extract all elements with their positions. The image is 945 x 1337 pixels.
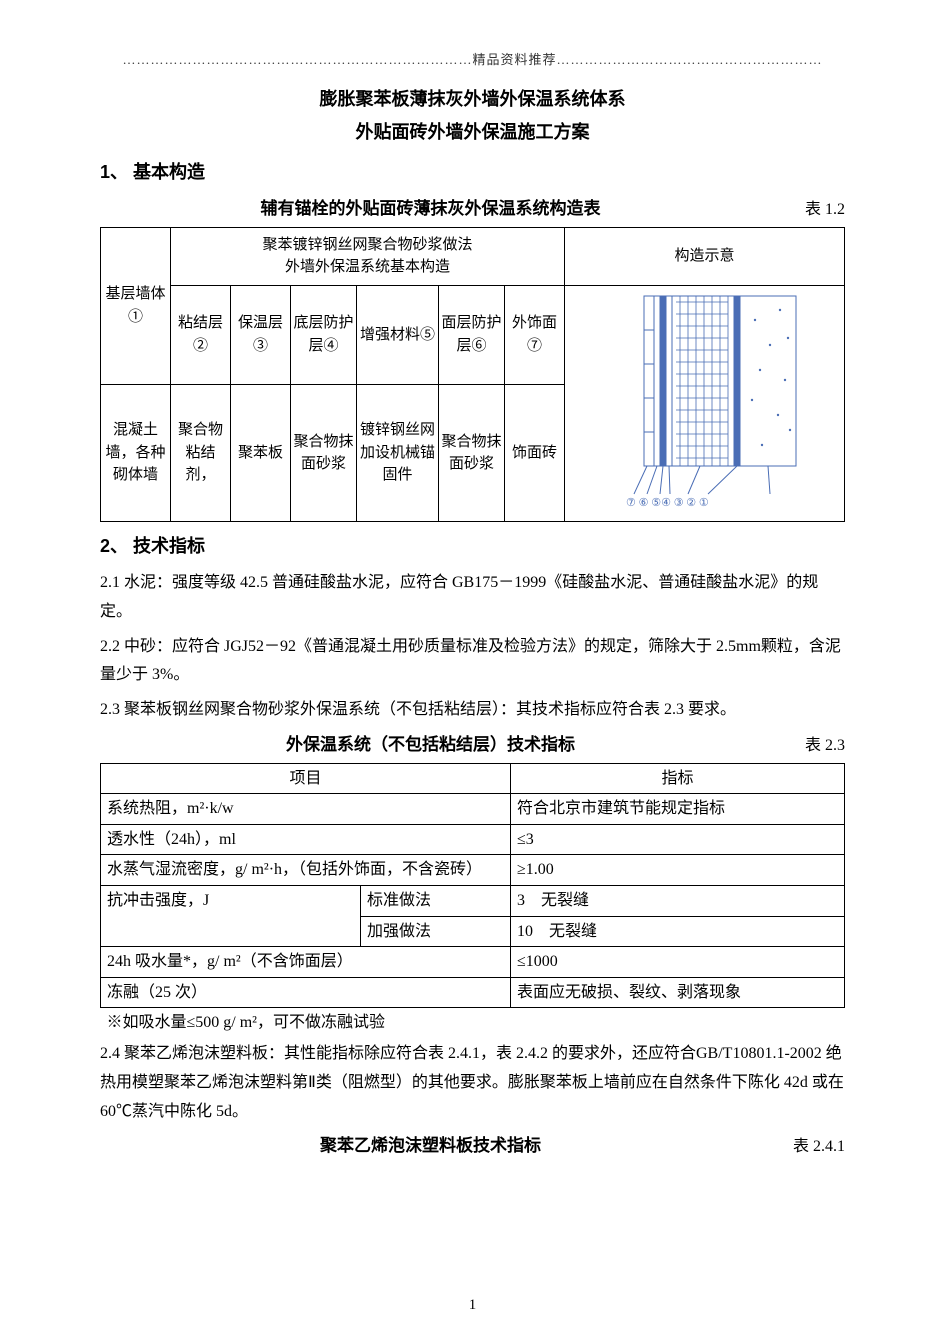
t2-row3-item: 抗冲击强度，J (101, 886, 361, 947)
t2-row3-val: 3 无裂缝 (511, 886, 845, 917)
spec-table: 项目 指标 系统热阻，m²·k/w 符合北京市建筑节能规定指标 透水性（24h）… (100, 763, 845, 1038)
structure-table: 基层墙体① 聚苯镀锌钢丝网聚合物砂浆做法 外墙外保温系统基本构造 构造示意 粘结… (100, 227, 845, 523)
t2-row6-val: 表面应无破损、裂纹、剥落现象 (511, 977, 845, 1008)
table1-caption: 辅有锚栓的外贴面砖薄抹灰外保温系统构造表 (100, 195, 761, 222)
t2-row4-sub: 加强做法 (361, 916, 511, 947)
para-2-2: 2.2 中砂：应符合 JGJ52－92《普通混凝土用砂质量标准及检验方法》的规定… (100, 633, 845, 691)
table1-number: 表 1.2 (761, 197, 845, 223)
t2-row5-item: 24h 吸水量*，g/ m²（不含饰面层） (101, 947, 511, 978)
structure-diagram: ⑦ ⑥ ⑤④ ③ ② ① (610, 290, 800, 510)
para-2-1: 2.1 水泥：强度等级 42.5 普通硅酸盐水泥，应符合 GB175－1999《… (100, 569, 845, 627)
t1-h-ins: 保温层③ (231, 285, 291, 384)
t2-row1-item: 透水性（24h），ml (101, 824, 511, 855)
t2-row1-val: ≤3 (511, 824, 845, 855)
t1-r-face-prot: 聚合物抹面砂浆 (439, 384, 505, 521)
title-sub: 外贴面砖外墙外保温施工方案 (100, 118, 845, 147)
t1-r-reinf: 镀锌钢丝网加设机械锚固件 (357, 384, 439, 521)
para-2-3: 2.3 聚苯板钢丝网聚合物砂浆外保温系统（不包括粘结层）：其技术指标应符合表 2… (100, 696, 845, 725)
t2-row6-item: 冻融（25 次） (101, 977, 511, 1008)
section2-heading: 2、 技术指标 (100, 532, 845, 561)
t1-r-bond: 聚合物粘结剂， (171, 384, 231, 521)
t1-hdr-base: 基层墙体① (101, 227, 171, 384)
table3-caption: 聚苯乙烯泡沫塑料板技术指标 (100, 1132, 761, 1159)
section1-heading: 1、 基本构造 (100, 158, 845, 187)
title-main: 膨胀聚苯板薄抹灰外墙外保温系统体系 (100, 85, 845, 114)
banner: …………………………………………………………………精品资料推荐………………………… (100, 50, 845, 71)
t2-row5-val: ≤1000 (511, 947, 845, 978)
t2-h-item: 项目 (101, 763, 511, 794)
page-number: 1 (0, 1293, 945, 1317)
t1-diagram-cell: ⑦ ⑥ ⑤④ ③ ② ① (565, 285, 845, 522)
t2-h-value: 指标 (511, 763, 845, 794)
t1-h-bond: 粘结层② (171, 285, 231, 384)
table2-number: 表 2.3 (761, 733, 845, 759)
t2-note: ※如吸水量≤500 g/ m²，可不做冻融试验 (101, 1008, 845, 1038)
t1-hdr-diagram: 构造示意 (565, 227, 845, 285)
t1-h-reinf: 增强材料⑤ (357, 285, 439, 384)
diagram-labels: ⑦ ⑥ ⑤④ ③ ② ① (626, 497, 709, 509)
t2-row0-item: 系统热阻，m²·k/w (101, 794, 511, 825)
t1-h-base-prot: 底层防护层④ (291, 285, 357, 384)
t2-row2-val: ≥1.00 (511, 855, 845, 886)
table3-number: 表 2.4.1 (761, 1134, 845, 1160)
table2-caption: 外保温系统（不包括粘结层）技术指标 (100, 731, 761, 758)
t2-row0-val: 符合北京市建筑节能规定指标 (511, 794, 845, 825)
t1-hdr-system-l2: 外墙外保温系统基本构造 (285, 259, 450, 275)
t1-hdr-system: 聚苯镀锌钢丝网聚合物砂浆做法 外墙外保温系统基本构造 (171, 227, 565, 285)
t1-r-base-prot: 聚合物抹面砂浆 (291, 384, 357, 521)
t1-r-finish: 饰面砖 (505, 384, 565, 521)
t2-row3-sub: 标准做法 (361, 886, 511, 917)
para-2-4: 2.4 聚苯乙烯泡沫塑料板：其性能指标除应符合表 2.4.1，表 2.4.2 的… (100, 1040, 845, 1126)
t1-r-ins: 聚苯板 (231, 384, 291, 521)
t2-row2-item: 水蒸气湿流密度，g/ m²·h，（包括外饰面，不含瓷砖） (101, 855, 511, 886)
t1-h-finish: 外饰面⑦ (505, 285, 565, 384)
t1-hdr-system-l1: 聚苯镀锌钢丝网聚合物砂浆做法 (263, 237, 473, 253)
t2-row4-val: 10 无裂缝 (511, 916, 845, 947)
t1-h-face-prot: 面层防护层⑥ (439, 285, 505, 384)
t1-r-base: 混凝土墙，各种砌体墙 (101, 384, 171, 521)
